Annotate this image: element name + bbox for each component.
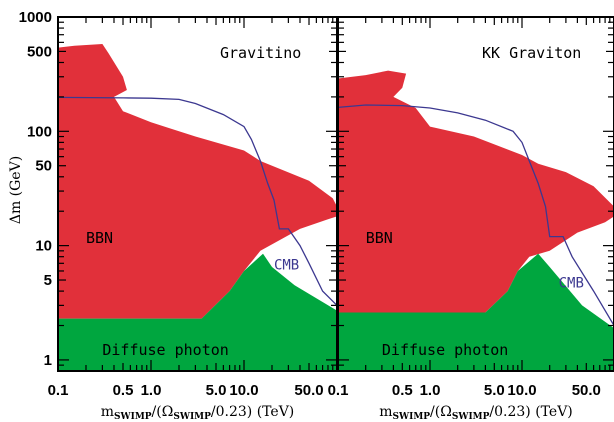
y-axis-title-group: Δm (GeV) [8,156,24,224]
x-tick-label: 1.0 [141,382,162,399]
y-tick-label: 10 [35,238,52,255]
x-tick-label: 0.1 [328,382,349,399]
x-tick-label: 50.0 [294,382,323,399]
y-axis-title: Δm (GeV) [8,156,24,224]
cmb-curve [58,96,337,306]
y-tick-label: 50 [35,158,52,175]
axis-ticks [57,17,337,372]
axis-ticks [337,17,614,372]
x-tick-label: 10.0 [507,382,536,399]
panel-title: Gravitino [220,44,301,62]
bbn-region [338,70,614,313]
x-axis-title-end: /0.23) (TeV) [211,404,294,420]
x-axis-title-mid: /(Ω [152,404,174,420]
cmb-curve [338,104,614,326]
panel-title: KK Graviton [482,44,581,62]
x-tick-label: 10.0 [229,382,258,399]
x-axis-title-sub2: SWIMP [173,412,211,422]
x-axis-title: mSWIMP/(ΩSWIMP/0.23) (TeV) [101,404,295,422]
x-axis-title-main: m [101,404,114,420]
bbn-label: BBN [86,229,113,247]
x-axis-title-main: m [379,404,392,420]
bbn-label: BBN [366,229,393,247]
diffuse-photon-region [338,253,614,371]
y-tick-label: 100 [27,123,52,140]
y-tick-label: 5 [44,272,52,289]
plot-area [58,44,337,371]
y-tick-label: 500 [27,43,52,60]
cmb-label: CMB [274,257,299,273]
x-tick-label: 0.5 [392,382,413,399]
x-tick-label: 5.0 [484,382,505,399]
plot-area [338,70,614,371]
x-tick-label: 0.1 [48,382,69,399]
y-tick-label: 1 [44,352,52,369]
x-axis-title-sub1: SWIMP [114,412,152,422]
cmb-label: CMB [559,276,584,292]
x-tick-label: 1.0 [420,382,441,399]
x-tick-label: 50.0 [572,382,601,399]
x-axis-title-sub2: SWIMP [452,412,490,422]
x-axis-title-sub1: SWIMP [393,412,431,422]
panel-gravitino: 0.1 0.5 1.0 5.0 10.0 50.0 1 5 10 50 100 500 1000 Grav… [19,9,338,422]
y-tick-label: 1000 [19,9,52,26]
x-axis-title-mid: /(Ω [430,404,452,420]
bbn-region [58,44,337,319]
panel-kk-graviton: 0.1 0.5 1.0 5.0 10.0 50.0 KK Graviton BBN Diffus… [328,16,614,422]
x-axis-title-end: /0.23) (TeV) [489,404,572,420]
plot-frame [337,16,614,372]
diffuse-photon-label: Diffuse photon [382,341,508,359]
diffuse-photon-region [58,253,337,371]
x-tick-label: 0.5 [113,382,134,399]
diffuse-photon-label: Diffuse photon [102,341,228,359]
x-axis-title: mSWIMP/(ΩSWIMP/0.23) (TeV) [379,404,573,422]
x-tick-label: 5.0 [206,382,227,399]
